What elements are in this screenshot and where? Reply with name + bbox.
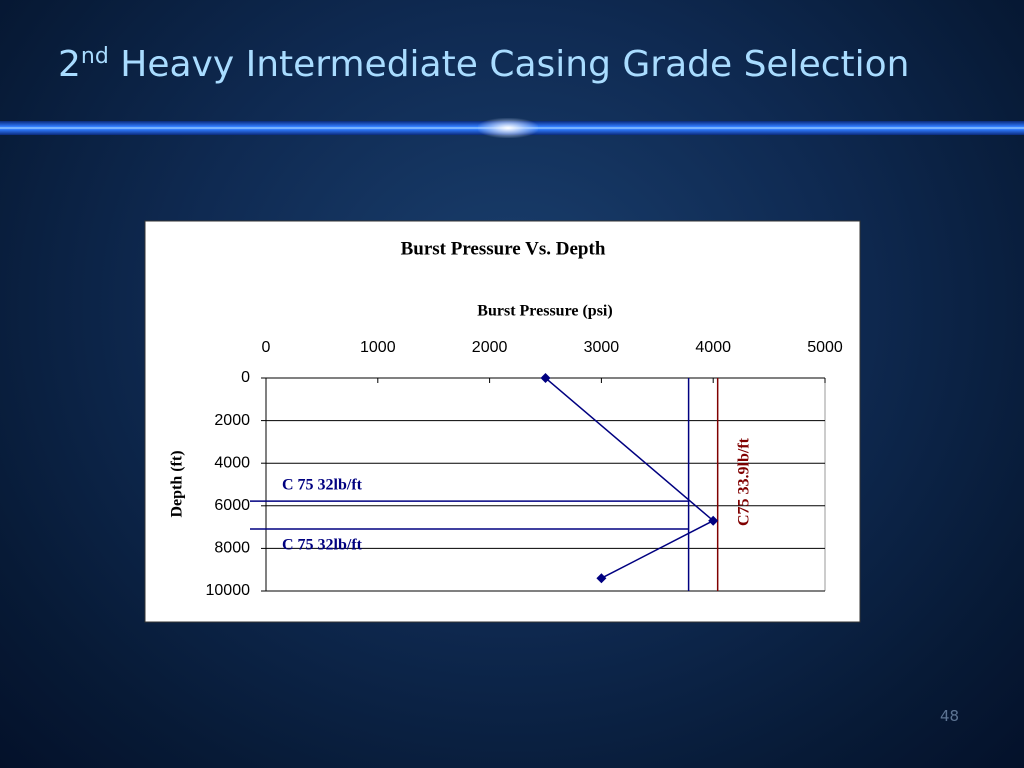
y-axis-label: Depth (ft) [169, 450, 186, 517]
annotation: C 75 32lb/ft [282, 477, 363, 494]
annotation: C75 33.9lb/ft [736, 437, 753, 526]
chart-area [144, 220, 861, 623]
chart-title: Burst Pressure Vs. Depth [401, 238, 606, 259]
title-number: 2 [58, 44, 81, 85]
x-tick-label: 0 [262, 339, 271, 356]
y-tick-label: 8000 [214, 540, 250, 557]
x-axis-label: Burst Pressure (psi) [477, 303, 612, 320]
y-tick-label: 2000 [214, 412, 250, 429]
x-tick-label: 5000 [807, 339, 843, 356]
divider-glow [478, 118, 538, 138]
annotation: C 75 32lb/ft [282, 537, 363, 554]
y-tick-label: 4000 [214, 454, 250, 471]
y-tick-label: 10000 [206, 582, 251, 599]
y-tick-label: 0 [241, 369, 250, 386]
data-point [708, 515, 719, 526]
x-tick-label: 3000 [584, 339, 620, 356]
x-tick-label: 2000 [472, 339, 508, 356]
data-point [596, 573, 607, 584]
page-number: 48 [940, 707, 960, 725]
x-tick-label: 4000 [695, 339, 731, 356]
slide-title: 2nd Heavy Intermediate Casing Grade Sele… [58, 44, 910, 85]
title-text: Heavy Intermediate Casing Grade Selectio… [120, 44, 910, 85]
data-point [540, 373, 551, 383]
title-superscript: nd [80, 44, 109, 69]
x-tick-label: 1000 [360, 339, 396, 356]
y-tick-label: 6000 [214, 497, 250, 514]
